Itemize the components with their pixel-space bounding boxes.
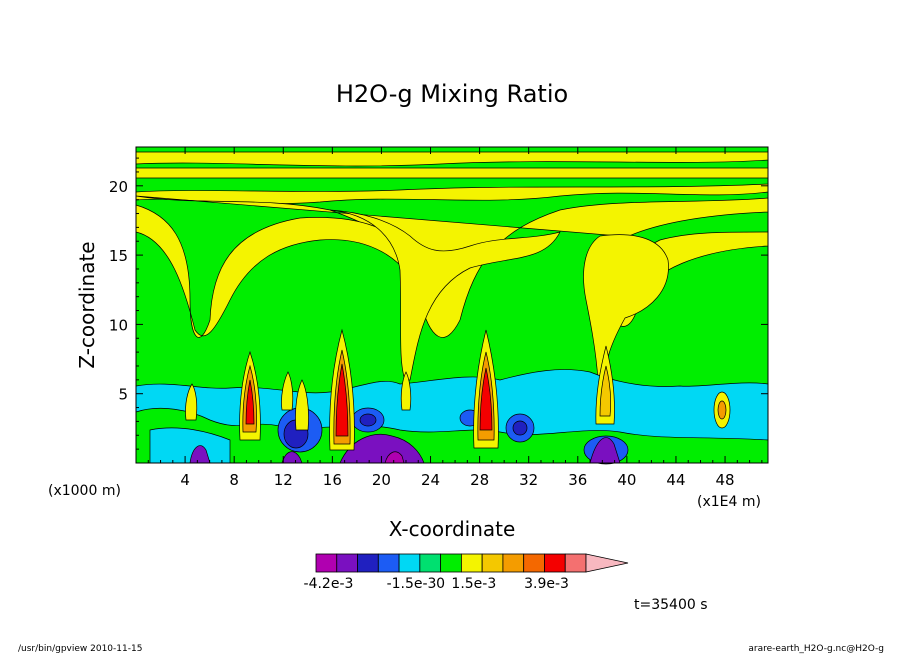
colorbar xyxy=(315,553,629,573)
x-tick-label: 32 xyxy=(519,471,538,489)
footer-right: arare-earth_H2O-g.nc@H2O-g xyxy=(748,644,884,654)
contour-region xyxy=(717,400,727,420)
time-label: t=35400 s xyxy=(634,597,708,613)
x-tick-label: 8 xyxy=(229,471,239,489)
x-tick-label: 40 xyxy=(617,471,636,489)
chart-title: H2O-g Mixing Ratio xyxy=(336,80,568,108)
colorbar-swatch xyxy=(336,553,358,573)
contour-region xyxy=(359,413,377,427)
contour-region xyxy=(281,371,294,411)
y-axis-label: Z-coordinate xyxy=(75,241,99,368)
y-tick-label: 10 xyxy=(109,316,128,334)
colorbar-swatch xyxy=(357,553,379,573)
x-axis: 4 8 12 16 20 24 28 32 36 40 44 48 xyxy=(147,147,763,489)
x-unit-label: (x1000 m) xyxy=(48,483,121,499)
colorbar-swatch xyxy=(523,553,545,573)
plot-area xyxy=(135,146,769,465)
contour-region xyxy=(135,151,769,167)
x-tick-label: 28 xyxy=(470,471,489,489)
colorbar-swatch xyxy=(377,553,400,573)
contour-region xyxy=(479,367,493,431)
contour-region xyxy=(589,437,621,464)
y-tick-label: 15 xyxy=(109,247,128,265)
colorbar-labels: -4.2e-3 -1.5e-3 0 1.5e-3 3.9e-3 xyxy=(304,576,569,592)
contour-region xyxy=(400,371,412,411)
x-tick-label: 48 xyxy=(716,471,735,489)
colorbar-label: 1.5e-3 xyxy=(451,576,496,592)
colorbar-swatch xyxy=(398,553,421,573)
colorbar-swatch xyxy=(564,553,587,573)
plot-frame xyxy=(135,146,769,464)
x-tick-label: 36 xyxy=(568,471,587,489)
colorbar-swatch xyxy=(315,553,338,573)
contour-field xyxy=(135,151,769,465)
colorbar-swatch xyxy=(502,553,525,573)
contour-region xyxy=(583,234,669,381)
contour-region xyxy=(329,209,561,381)
colorbar-label: -4.2e-3 xyxy=(304,576,354,592)
contour-region xyxy=(185,383,198,421)
contour-region xyxy=(149,427,231,464)
x-tick-label: 4 xyxy=(180,471,190,489)
contour-region xyxy=(384,451,405,464)
contour-region xyxy=(512,420,528,436)
colorbar-label: 3.9e-3 xyxy=(524,576,569,592)
contour-region xyxy=(295,379,309,431)
contour-region xyxy=(599,365,611,417)
colorbar-label: 0 xyxy=(436,576,445,592)
colorbar-arrow xyxy=(585,553,629,573)
contour-region xyxy=(189,445,211,464)
x-tick-label: 44 xyxy=(666,471,685,489)
contour-region xyxy=(245,379,255,425)
contour-region xyxy=(335,363,349,437)
y-tick-label: 5 xyxy=(118,386,128,404)
x-axis-label: X-coordinate xyxy=(389,517,516,541)
x-tick-label: 24 xyxy=(421,471,440,489)
x-tick-label: 12 xyxy=(274,471,293,489)
colorbar-swatch xyxy=(440,553,462,573)
footer-left: /usr/bin/gpview 2010-11-15 xyxy=(18,644,142,654)
colorbar-swatch xyxy=(544,553,566,573)
contour-region xyxy=(135,177,769,193)
x-tick-label: 16 xyxy=(323,471,342,489)
colorbar-swatch xyxy=(481,553,504,573)
x-scale-label: (x1E4 m) xyxy=(697,494,761,510)
y-tick-label: 20 xyxy=(109,178,128,196)
colorbar-swatch xyxy=(460,553,483,573)
colorbar-label: -1.5e-3 xyxy=(387,576,437,592)
colorbar-swatch xyxy=(419,553,442,573)
x-tick-label: 20 xyxy=(372,471,391,489)
y-axis: 5 10 15 20 xyxy=(109,157,768,450)
